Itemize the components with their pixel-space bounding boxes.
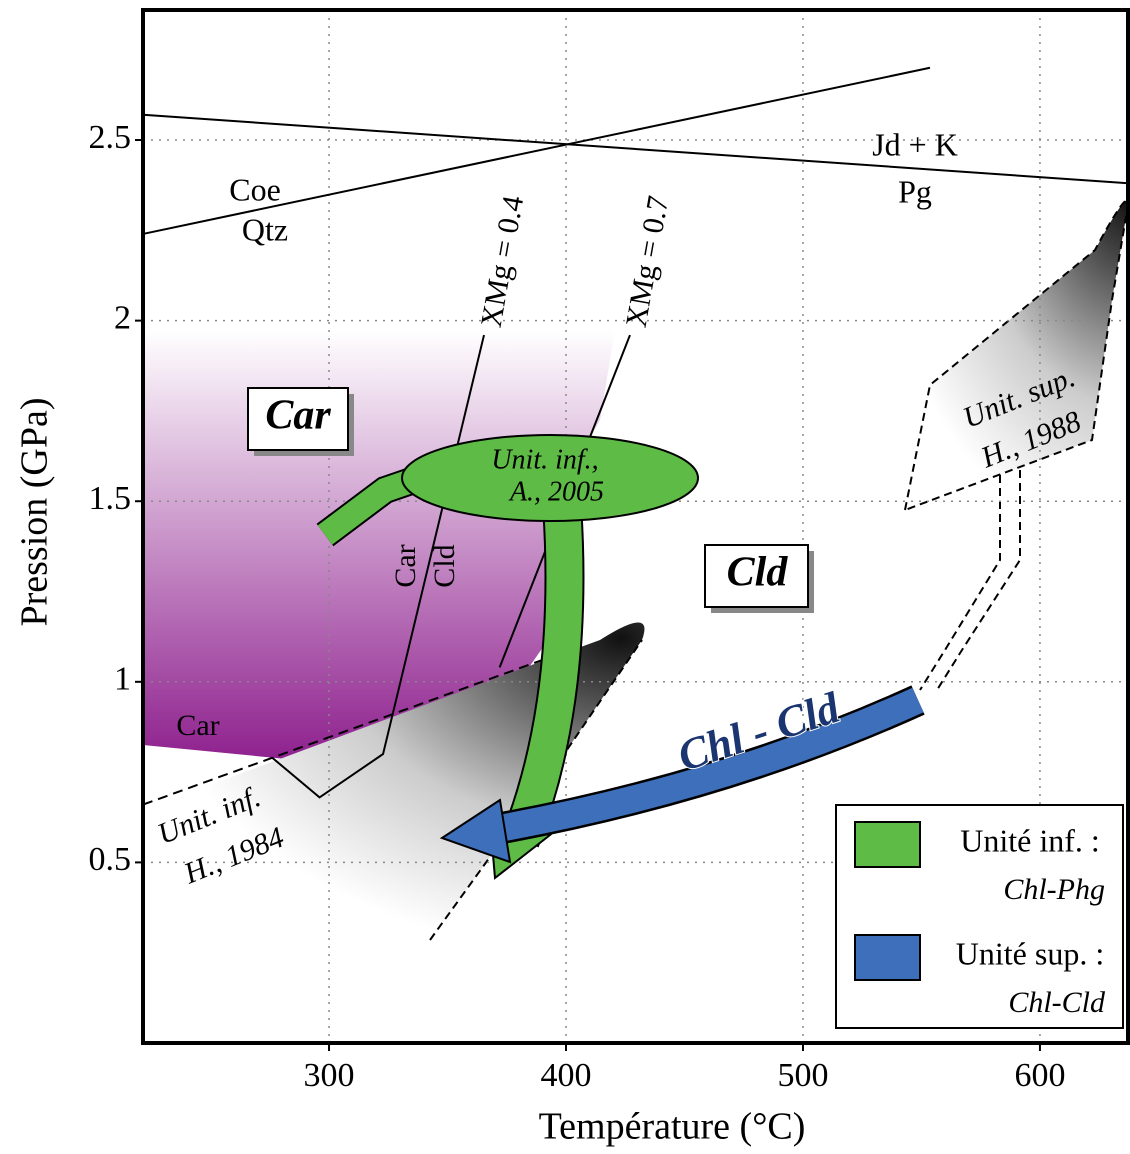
reaction-line	[142, 113, 1130, 185]
unit-sup-1988-field	[903, 199, 1130, 512]
reaction-line	[142, 655, 553, 806]
legend-swatch	[854, 821, 921, 868]
x-axis-label: Température (°C)	[539, 1106, 806, 1148]
annotation: Pg	[898, 173, 932, 209]
annotation: XMg = 0.7	[620, 193, 676, 329]
annotation: Coe	[229, 171, 281, 207]
field-outline	[919, 470, 1021, 691]
y-tick-label: 1	[114, 661, 131, 698]
annotation: XMg = 0.4	[475, 193, 531, 329]
y-tick-label: 0.5	[89, 841, 132, 878]
blue-arrowhead	[439, 798, 512, 864]
green-path	[503, 503, 583, 847]
annotation: Car	[176, 709, 219, 742]
annotation: Car	[389, 544, 422, 587]
label-box	[704, 544, 809, 608]
x-tick-label: 300	[304, 1057, 355, 1094]
green-ellipse	[401, 434, 699, 522]
annotation: Car	[265, 393, 331, 439]
annotation: A., 2005	[508, 476, 604, 507]
plot-frame	[141, 8, 1130, 1045]
legend-sublabel: Chl-Phg	[1003, 873, 1105, 906]
label-box	[247, 387, 349, 451]
y-tick-label: 2	[114, 299, 131, 336]
annotation: Unit. inf.,	[491, 444, 598, 475]
annotation: Qtz	[242, 211, 288, 247]
unit-inf-1984-field	[170, 622, 645, 940]
annotation: Jd + K	[872, 126, 958, 162]
pt-paths	[247, 387, 925, 880]
legend-label: Unité sup. :	[956, 935, 1104, 971]
legend-label: Unité inf. :	[960, 822, 1100, 858]
y-tick-label: 1.5	[89, 480, 132, 517]
x-tick-label: 400	[541, 1057, 592, 1094]
annotation: Cld	[727, 550, 789, 596]
y-axis-label: Pression (GPa)	[14, 397, 56, 626]
x-tick-label: 600	[1014, 1057, 1065, 1094]
reaction-line	[142, 66, 931, 235]
y-tick-label: 2.5	[89, 119, 132, 156]
reaction-line	[271, 334, 485, 799]
legend-sublabel: Chl-Cld	[1008, 986, 1106, 1019]
legend: Unité inf. : Chl-Phg Unité sup. : Chl-Cld	[854, 821, 1106, 1019]
blue-path	[477, 687, 924, 846]
legend-swatch	[854, 934, 921, 981]
x-tick-label: 500	[777, 1057, 828, 1094]
annotation: Cld	[428, 544, 461, 587]
